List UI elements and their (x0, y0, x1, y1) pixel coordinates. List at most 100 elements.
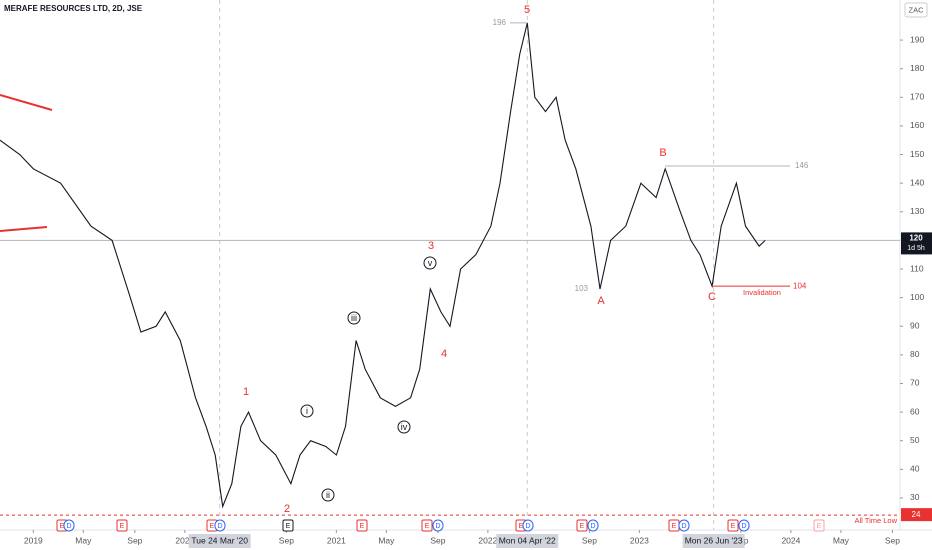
x-tick-label: Sep (430, 535, 445, 545)
event-icon (813, 519, 825, 532)
trendline (0, 94, 53, 111)
all-time-low-badge (901, 508, 932, 522)
x-tick-label: 2023 (630, 535, 649, 545)
y-tick-label: 170 (910, 92, 924, 102)
y-tick-label: 100 (910, 292, 924, 302)
y-tick-label: 130 (910, 206, 924, 216)
y-tick-label: 40 (910, 464, 920, 474)
event-icon (421, 519, 433, 532)
crosshair-date-bg (188, 534, 251, 548)
event-icon (432, 519, 444, 532)
currency: ZAC (909, 5, 925, 14)
wave-label: A (597, 295, 605, 307)
y-tick-label: 80 (910, 349, 920, 359)
y-tick-label: 90 (910, 321, 920, 331)
level-label: 103 (575, 284, 589, 293)
all-time-low-value: 24 (912, 510, 921, 519)
crosshair-date: Mon 04 Apr '22 (499, 535, 556, 545)
event-label: E (210, 523, 215, 530)
event-icon (116, 519, 128, 532)
y-tick-label: 70 (910, 378, 920, 388)
event-label: D (435, 523, 440, 530)
event-label: E (425, 523, 430, 530)
wave-label: 5 (524, 4, 530, 16)
event-label: E (360, 523, 365, 530)
subwave-circle (300, 404, 314, 418)
event-label: E (580, 523, 585, 530)
y-tick-label: 190 (910, 34, 924, 44)
x-tick-label: May (378, 535, 395, 545)
event-icon (356, 519, 368, 532)
event-label: E (731, 523, 736, 530)
event-label: E (519, 523, 524, 530)
price-line (0, 22, 766, 509)
wave-label: 3 (428, 240, 434, 252)
wave-label: C (708, 291, 716, 303)
event-label: D (66, 523, 71, 530)
currency-box (904, 2, 928, 18)
trendline (0, 226, 48, 232)
x-tick-label: May (75, 535, 92, 545)
y-tick-label: 30 (910, 492, 920, 502)
event-icon (727, 519, 739, 532)
crosshair-date: Tue 24 Mar '20 (191, 535, 248, 545)
current-price: 120 (909, 234, 923, 243)
x-tick-label: 2024 (781, 535, 800, 545)
event-label: D (217, 523, 222, 530)
subwave-circle (423, 256, 437, 270)
invalidation-label: Invalidation (743, 288, 781, 297)
x-tick-label: 2022 (478, 535, 497, 545)
all-time-low-label: All Time Low (854, 516, 897, 525)
y-tick-label: 140 (910, 177, 924, 187)
x-tick-label: 2021 (327, 535, 346, 545)
countdown: 1d 5h (907, 245, 925, 252)
event-label: D (525, 523, 530, 530)
x-tick-label: Sep (582, 535, 597, 545)
event-icon (738, 519, 750, 532)
event-icon (214, 519, 226, 532)
wave-label: 1 (243, 386, 249, 398)
y-tick-label: 180 (910, 63, 924, 73)
x-tick-label: Sep (127, 535, 142, 545)
x-tick-label: Sep (279, 535, 294, 545)
y-tick-label: 50 (910, 435, 920, 445)
event-label: E (286, 523, 291, 530)
event-label: D (741, 523, 746, 530)
wave-label: 4 (441, 348, 447, 360)
event-label: E (672, 523, 677, 530)
y-tick-label: 110 (910, 263, 924, 273)
level-label: 196 (493, 18, 507, 27)
subwave-label: v (428, 258, 433, 268)
x-tick-label: Sep (885, 535, 900, 545)
level-label: 104 (793, 281, 807, 290)
y-tick-label: 160 (910, 120, 924, 130)
event-icon (63, 519, 75, 532)
crosshair-date-bg (682, 534, 745, 548)
wave-label: B (659, 147, 666, 159)
x-tick-label: 2020 (175, 535, 194, 545)
x-tick-label: 2019 (24, 535, 43, 545)
subwave-circle (347, 311, 361, 325)
y-tick-label: 150 (910, 149, 924, 159)
crosshair-date: Mon 26 Jun '23 (685, 535, 743, 545)
event-icon (576, 519, 588, 532)
subwave-circle (397, 420, 411, 434)
current-price-badge (901, 232, 932, 255)
chart-title: MERAFE RESOURCES LTD, 2D, JSE (4, 4, 143, 13)
event-label: E (817, 523, 822, 530)
wave-label: 2 (284, 503, 290, 515)
event-icon (587, 519, 599, 532)
event-icon (678, 519, 690, 532)
event-icon (522, 519, 534, 532)
y-tick-label: 60 (910, 406, 920, 416)
crosshair-date-bg (496, 534, 559, 548)
event-label: E (60, 523, 65, 530)
subwave-label: iv (401, 422, 408, 432)
event-label: D (681, 523, 686, 530)
event-label: E (120, 523, 125, 530)
subwave-label: i (306, 406, 308, 416)
subwave-label: ii (326, 490, 330, 500)
level-label: 146 (795, 161, 809, 170)
